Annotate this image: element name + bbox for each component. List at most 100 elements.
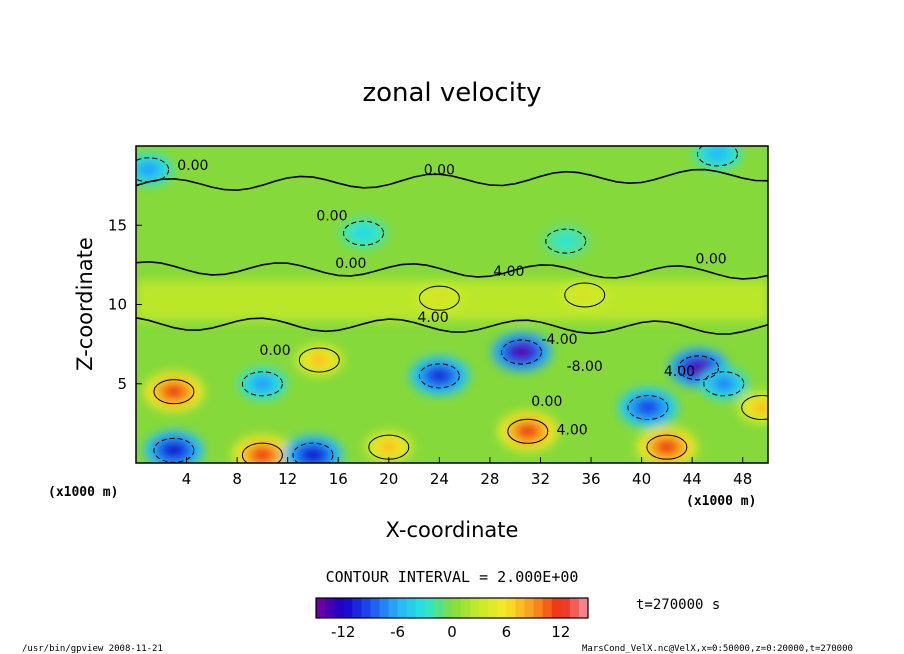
contour-line [501,339,543,365]
contour-label: 0.00 [259,343,290,359]
heatmap-cell [380,441,398,453]
contour-label: 4.00 [417,310,448,326]
colorbar-cell [334,598,344,618]
colorbar-cell [433,598,444,618]
colorbar-tick-label: 12 [551,623,570,641]
heatmap-cell [163,443,185,458]
x-tick-label: 12 [278,470,297,488]
colorbar-cell [316,598,326,618]
contour-line [646,434,688,460]
heatmap-cell [753,401,768,414]
colorbar-cell [506,598,516,618]
colorbar-cell [497,598,507,618]
colorbar-cell [397,598,408,618]
contour-label: 0.00 [696,251,727,267]
heatmap-cell [302,448,324,463]
heatmap-cell [511,345,533,360]
colorbar-cell [479,598,489,618]
heatmap-cell [709,148,726,160]
colorbar-cell [470,598,480,618]
contour-labels: 0.00 0.00 0.00 0.00 0.00 4.00 4.00 -4.00 -8.00 0.… [177,158,726,439]
heatmap-cell [557,235,575,247]
contour-label: 0.00 [335,256,366,272]
colorbar-cell [569,598,580,618]
colorbar-cell [461,598,471,618]
x-tick-label: 40 [632,470,651,488]
colorbar-cell [352,598,362,618]
zero-contour [136,260,768,280]
colorbar-cell [325,598,335,618]
x-tick-label: 36 [581,470,600,488]
heatmap-field [136,146,768,463]
colorbar-ticks: -12 -6 0 6 12 [331,623,570,641]
colorbar-cell [560,598,571,618]
contour-line [298,347,340,373]
contour-line [292,442,334,463]
colorbar-cell [452,598,462,618]
colorbar-cell [533,598,544,618]
contour-line [564,282,606,308]
heatmap-cell [715,378,733,390]
heatmap-cell [517,424,539,439]
colorbar-cell [515,598,526,618]
contour-line [507,418,549,444]
x-axis-label: X-coordinate [386,518,519,542]
heatmap-cell [163,384,185,399]
contour-line [703,371,745,397]
contour-label: -4.00 [541,332,577,348]
zero-contour [136,168,768,192]
colorbar-cell [406,598,417,618]
heatmap-cell [140,164,158,176]
colorbar-cell [551,598,562,618]
contour-label: 4.00 [556,422,587,438]
colorbar-cell [388,598,399,618]
y-axis-label: Z-coordinate [73,237,97,371]
x-tick-label: 4 [182,470,192,488]
contour-line [677,355,719,381]
x-tick-label: 48 [733,470,752,488]
contour-line [241,442,283,463]
contour-line [343,220,385,246]
contour-label: 4.00 [493,264,524,280]
colorbar-cell [415,598,426,618]
contour-label: 0.00 [531,394,562,410]
colorbar-cell [379,598,390,618]
x-tick-label: 20 [379,470,398,488]
chart-title: zonal velocity [362,78,541,108]
contour-line [696,146,738,167]
colorbar-cell [524,598,535,618]
heatmap-cell [428,368,450,383]
y-tick-label: 5 [117,375,127,393]
contour-label: 4.00 [664,364,695,380]
contour-line [627,395,669,421]
contour-label: -8.00 [567,359,603,375]
heatmap-cell [136,280,768,321]
contour-line [545,228,587,254]
colorbar [315,597,589,619]
x-tick-label: 16 [329,470,348,488]
footer-right: MarsCond_VelX.nc@VelX,x=0:50000,z=0:2000… [582,644,853,654]
x-tick-label: 24 [430,470,449,488]
heatmap-cell [355,227,372,239]
time-label: t=270000 s [636,597,720,613]
x-unit-left: (x1000 m) [48,485,118,500]
y-tick-label: 15 [108,216,127,234]
colorbar-cell [370,598,380,618]
heatmap-cell [251,448,273,463]
colorbar-frame [315,597,589,619]
colorbar-cell [343,598,353,618]
colorbar-cell [361,598,371,618]
contour-line [418,363,460,389]
colorbar-tick-label: -12 [331,623,356,641]
contour-label: 0.00 [316,208,347,224]
x-tick-label: 44 [683,470,702,488]
contour-label: 0.00 [424,163,455,179]
heatmap-cell [656,440,678,455]
heatmap-cell [687,360,709,375]
y-tick-label: 10 [108,296,127,314]
x-tick-label: 32 [531,470,550,488]
colorbar-cell [542,598,553,618]
x-tick-label: 28 [480,470,499,488]
zero-contour [136,317,768,335]
